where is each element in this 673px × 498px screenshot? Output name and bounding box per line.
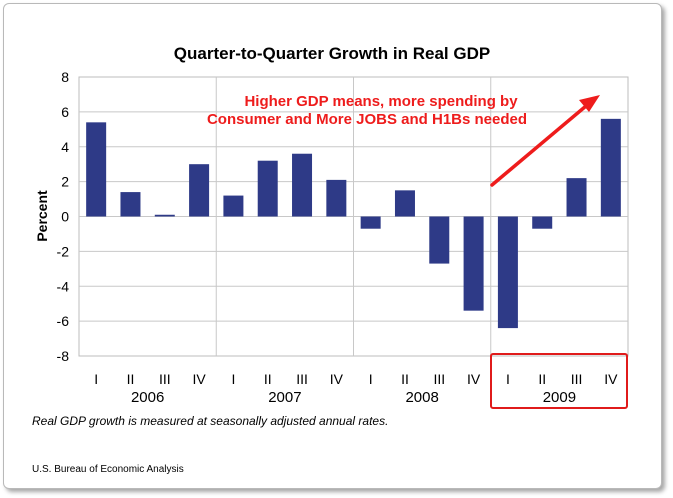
- quarter-label: IV: [330, 371, 344, 387]
- year-label: 2009: [543, 389, 576, 406]
- highlight-box-2009: [490, 353, 628, 409]
- y-axis-ticks: 8 6 4 2 0 -2 -4 -6 -8: [57, 69, 70, 364]
- bars: [86, 118, 621, 329]
- year-label: 2006: [131, 389, 164, 406]
- bar: [360, 216, 381, 229]
- y-tick-label: -6: [57, 313, 70, 329]
- quarter-label: II: [401, 371, 409, 387]
- y-tick-label: 0: [61, 209, 69, 225]
- bar: [120, 192, 141, 217]
- quarter-label: I: [231, 371, 235, 387]
- bar: [189, 164, 210, 217]
- quarter-label: III: [159, 371, 171, 387]
- bar: [326, 179, 347, 217]
- bar: [223, 195, 244, 217]
- y-tick-label: 8: [61, 69, 69, 85]
- y-tick-label: -2: [57, 243, 70, 259]
- year-label: 2008: [405, 389, 438, 406]
- bar: [257, 160, 278, 217]
- bar: [394, 190, 415, 217]
- y-tick-label: 6: [61, 104, 69, 120]
- bar: [463, 216, 484, 311]
- quarter-label: IV: [467, 371, 481, 387]
- quarter-label: II: [264, 371, 272, 387]
- chart-title: Quarter-to-Quarter Growth in Real GDP: [174, 44, 490, 63]
- bar: [497, 216, 518, 329]
- y-tick-label: 2: [61, 174, 69, 190]
- annotation-line-2: Consumer and More JOBS and H1Bs needed: [207, 111, 527, 128]
- grid: [78, 76, 629, 357]
- quarter-label: IV: [604, 371, 618, 387]
- quarter-label: II: [538, 371, 546, 387]
- quarter-label: I: [94, 371, 98, 387]
- year-label: 2007: [268, 389, 301, 406]
- bar: [86, 122, 107, 217]
- trend-arrow: [490, 95, 600, 187]
- quarter-label: III: [296, 371, 308, 387]
- quarter-label: III: [571, 371, 583, 387]
- y-tick-label: -4: [57, 278, 70, 294]
- footnote: Real GDP growth is measured at seasonall…: [32, 414, 388, 428]
- bar: [154, 214, 175, 217]
- bar: [429, 216, 450, 264]
- y-tick-label: -8: [57, 348, 70, 364]
- bar: [292, 153, 313, 217]
- bar: [532, 216, 553, 229]
- bar: [566, 178, 587, 217]
- quarter-label: I: [506, 371, 510, 387]
- quarter-label: IV: [192, 371, 206, 387]
- bar: [600, 118, 621, 217]
- quarter-label: III: [433, 371, 445, 387]
- y-tick-label: 4: [61, 139, 69, 155]
- quarter-label: II: [127, 371, 135, 387]
- y-axis-label: Percent: [34, 190, 50, 242]
- quarter-label: I: [369, 371, 373, 387]
- annotation-line-1: Higher GDP means, more spending by: [244, 93, 518, 110]
- source-credit: U.S. Bureau of Economic Analysis: [32, 464, 184, 475]
